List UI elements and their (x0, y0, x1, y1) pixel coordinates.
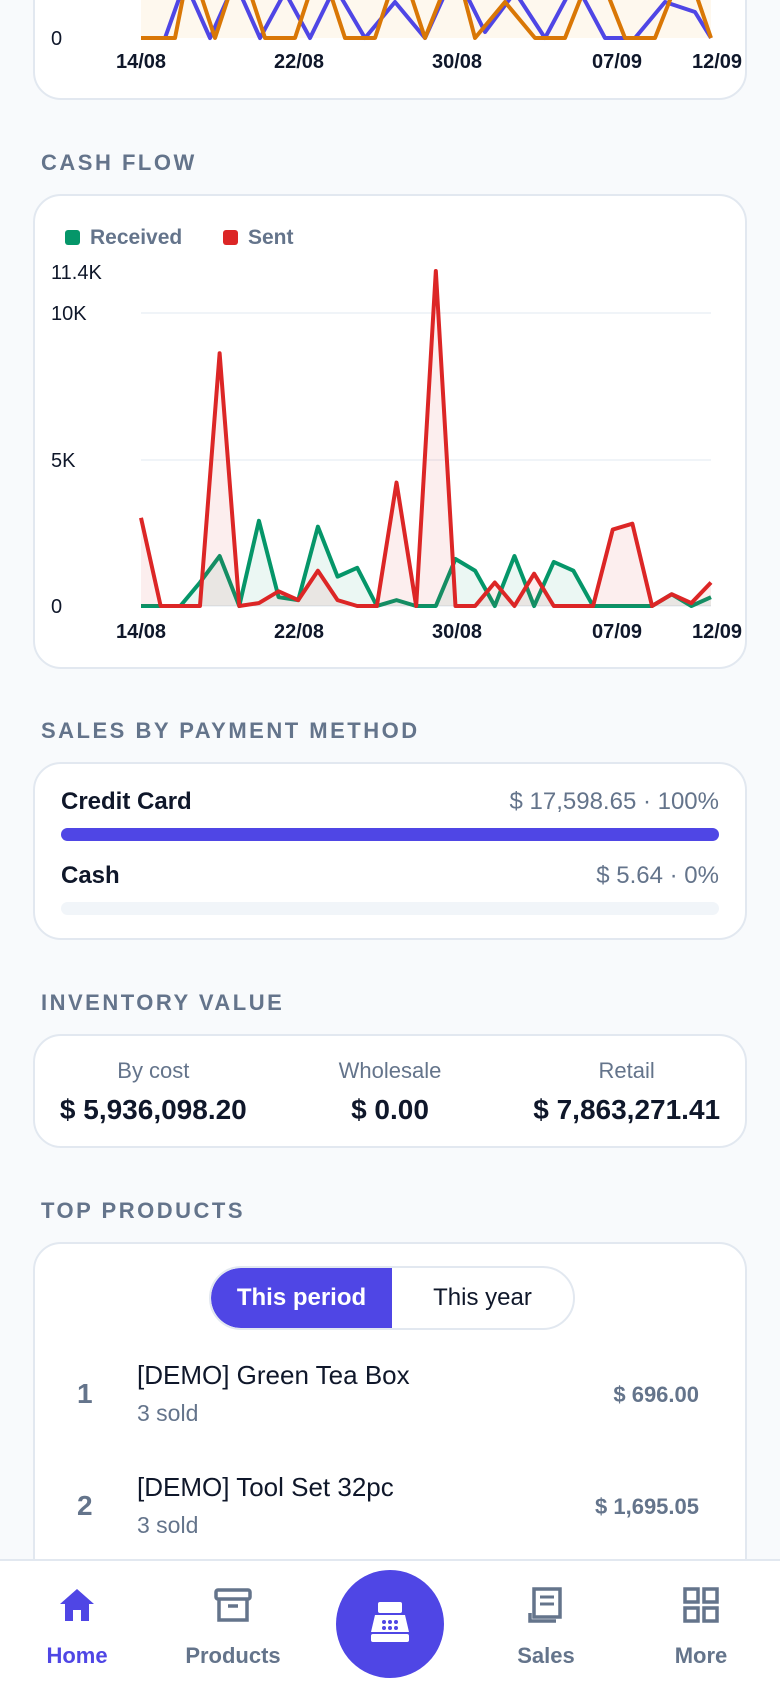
payment-value: $ 5.64 · 0% (596, 862, 719, 889)
sales-chart: 0 14/08 22/08 30/08 07/09 12/09 (51, 0, 742, 73)
pos-button[interactable] (336, 1570, 444, 1678)
product-name: [DEMO] Tool Set 32pc (137, 1472, 394, 1502)
legend-swatch-received (65, 230, 80, 245)
x-tick: 07/09 (592, 621, 642, 643)
nav-sales[interactable]: Sales (481, 1561, 611, 1688)
payment-value: $ 17,598.65 · 100% (509, 788, 720, 815)
grid-icon (683, 1587, 719, 1623)
inventory-retail: Retail $ 7,863,271.41 (508, 1036, 745, 1146)
x-tick: 30/08 (432, 51, 482, 73)
y-tick: 0 (51, 28, 62, 50)
tab-this-period[interactable]: This period (211, 1268, 392, 1328)
series-area-received (141, 520, 711, 606)
top-products-heading: TOP PRODUCTS (41, 1198, 245, 1223)
product-rank: 1 (77, 1378, 93, 1409)
payment-row: Credit Card $ 17,598.65 · 100% (61, 788, 719, 816)
y-tick: 0 (51, 596, 62, 618)
legend-received: Received (90, 226, 182, 249)
inventory-value: $ 5,936,098.20 (59, 1094, 247, 1125)
cash-flow-heading: CASH FLOW (41, 150, 197, 175)
x-tick: 12/09 (692, 51, 742, 73)
product-row[interactable]: 2 [DEMO] Tool Set 32pc 3 sold $ 1,695.05 (35, 1464, 745, 1554)
product-revenue: $ 1,695.05 (595, 1494, 699, 1519)
y-tick: 5K (51, 450, 76, 472)
cash-register-icon (371, 1602, 409, 1642)
payment-bar-track (61, 902, 719, 915)
legend-sent: Sent (248, 226, 294, 249)
legend-swatch-sent (223, 230, 238, 245)
product-rank: 2 (77, 1490, 93, 1521)
series-line-received (141, 518, 712, 608)
box-icon (214, 1588, 252, 1622)
inventory-label: By cost (117, 1058, 190, 1083)
inventory-label: Retail (598, 1058, 655, 1083)
x-tick: 14/08 (116, 51, 166, 73)
payment-heading: SALES BY PAYMENT METHOD (41, 718, 420, 743)
payment-row: Cash $ 5.64 · 0% (61, 862, 719, 890)
payment-bar-track (61, 828, 719, 841)
x-tick: 30/08 (432, 621, 482, 643)
nav-label: More (674, 1643, 728, 1668)
product-name: [DEMO] Green Tea Box (137, 1360, 410, 1390)
payment-bar (61, 828, 719, 841)
product-sold: 3 sold (137, 1512, 199, 1538)
payment-name: Cash (61, 862, 120, 889)
payment-name: Credit Card (61, 788, 192, 815)
product-sold: 3 sold (137, 1400, 199, 1426)
nav-home[interactable]: Home (12, 1561, 142, 1688)
nav-more[interactable]: More (636, 1561, 766, 1688)
y-tick: 10K (51, 303, 87, 325)
inventory-value: $ 0.00 (351, 1094, 429, 1125)
inventory-by-cost: By cost $ 5,936,098.20 (35, 1036, 272, 1146)
product-row[interactable]: 1 [DEMO] Green Tea Box 3 sold $ 696.00 (35, 1352, 745, 1442)
x-tick: 12/09 (692, 621, 742, 643)
cash-flow-chart: Received Sent 11.4K 10K 5K 0 14/08 22/08… (51, 226, 742, 643)
nav-label: Sales (517, 1643, 575, 1668)
inventory-card: By cost $ 5,936,098.20 Wholesale $ 0.00 … (33, 1034, 747, 1148)
x-tick: 07/09 (592, 51, 642, 73)
home-icon (60, 1589, 94, 1621)
cash-flow-card: Received Sent 11.4K 10K 5K 0 14/08 22/08… (33, 194, 747, 669)
inventory-label: Wholesale (338, 1058, 442, 1083)
series-line-sent (139, 269, 713, 608)
x-tick: 22/08 (274, 621, 324, 643)
nav-label: Products (185, 1643, 281, 1668)
sales-chart-card: 0 14/08 22/08 30/08 07/09 12/09 (33, 0, 747, 100)
y-tick: 11.4K (51, 262, 102, 284)
receipt-icon (528, 1587, 562, 1623)
tab-this-year[interactable]: This year (433, 1284, 532, 1311)
x-tick: 22/08 (274, 51, 324, 73)
inventory-value: $ 7,863,271.41 (533, 1094, 721, 1125)
x-tick: 14/08 (116, 621, 166, 643)
nav-products[interactable]: Products (168, 1561, 298, 1688)
inventory-heading: INVENTORY VALUE (41, 990, 285, 1015)
payment-method-card: Credit Card $ 17,598.65 · 100% Cash $ 5.… (33, 762, 747, 940)
period-toggle: This period This year (209, 1266, 575, 1330)
product-revenue: $ 696.00 (613, 1382, 699, 1407)
nav-label: Home (46, 1643, 108, 1668)
inventory-wholesale: Wholesale $ 0.00 (272, 1036, 509, 1146)
